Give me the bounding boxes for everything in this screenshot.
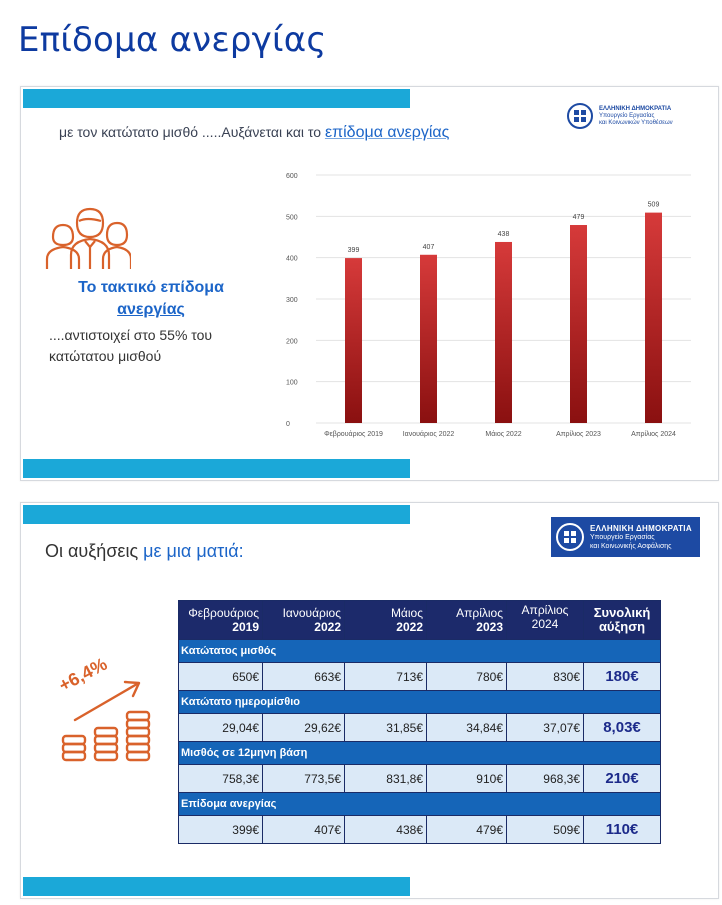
y-tick-label: 600 [286,173,298,180]
ministry-logo: ΕΛΛΗΝΙΚΗ ΔΗΜΟΚΡΑΤΙΑ Υπουργείο Εργασίας κ… [567,103,673,129]
table-cell: 713€ [344,662,427,691]
x-tick-label: Απρίλιος 2023 [556,430,601,438]
table-row: 758,3€ 773,5€ 831,8€ 910€ 968,3€ 210€ [178,764,661,793]
col-header-total: Συνολική αύξηση [583,600,661,640]
table-cell: 407€ [262,815,345,844]
table-cell: 509€ [506,815,584,844]
table-cell: 438€ [344,815,427,844]
col-header: Μάιος 2022 [344,600,427,640]
logo-line-2: Υπουργείο Εργασίας [599,112,655,119]
logo-line-3: και Κοινωνικών Υποθέσεων [599,119,673,126]
section-label: Επίδομα ανεργίας [178,792,661,816]
table-cell: 34,84€ [426,713,507,742]
col-header: Ιανουάριος 2022 [262,600,345,640]
table-cell: 968,3€ [506,764,584,793]
greek-seal-icon [567,103,593,129]
section-label: Κατώτατο ημερομίσθιο [178,690,661,714]
people-group-icon [45,207,131,269]
table-cell: 831,8€ [344,764,427,793]
x-tick-label: Μάιος 2022 [485,430,521,438]
accent-bar-top [23,89,410,108]
section-label: Κατώτατος μισθός [178,639,661,663]
logo-line-2: Υπουργείο Εργασίας [590,533,655,541]
table-cell: 650€ [178,662,263,691]
table-cell: 910€ [426,764,507,793]
table-cell: 830€ [506,662,584,691]
growth-label: +6,4% [57,654,110,696]
x-tick-label: Ιανουάριος 2022 [403,430,455,438]
table-cell-total: 180€ [583,662,661,691]
slide-increases-table: ΕΛΛΗΝΙΚΗ ΔΗΜΟΚΡΑΤΙΑ Υπουργείο Εργασίας κ… [20,502,719,899]
table-row: 650€ 663€ 713€ 780€ 830€ 180€ [178,662,661,691]
accent-bar-top [23,505,410,524]
table-cell: 31,85€ [344,713,427,742]
table-cell: 758,3€ [178,764,263,793]
y-tick-label: 100 [286,380,298,387]
x-tick-label: Απρίλιος 2024 [631,430,676,438]
logo-line-1: ΕΛΛΗΝΙΚΗ ΔΗΜΟΚΡΑΤΙΑ [590,523,692,533]
data-label: 509 [648,202,660,209]
slide-unemployment-chart: ΕΛΛΗΝΙΚΗ ΔΗΜΟΚΡΑΤΙΑ Υπουργείο Εργασίας κ… [20,86,719,481]
table-cell: 773,5€ [262,764,345,793]
bar [495,241,512,423]
headline-prefix: Οι αυξήσεις [45,541,139,561]
coins-growth-icon: +6,4% [57,654,151,762]
data-label: 479 [573,214,585,221]
table-cell: 37,07€ [506,713,584,742]
data-label: 399 [348,247,360,254]
ministry-logo: ΕΛΛΗΝΙΚΗ ΔΗΜΟΚΡΑΤΙΑ Υπουργείο Εργασίας κ… [551,517,700,557]
unemployment-benefit-bar-chart: 0 100 200 300 400 500 600 399 Φεβρουάριος 2019 40… [286,173,691,438]
y-tick-label: 400 [286,256,298,263]
x-tick-label: Φεβρουάριος 2019 [324,430,383,438]
bar [420,254,437,423]
col-header: Απρίλιος 2023 [426,600,507,640]
table-cell-total: 210€ [583,764,661,793]
table-cell: 29,04€ [178,713,263,742]
table-cell: 479€ [426,815,507,844]
table-header-row: Φεβρουάριος 2019 Ιανουάριος 2022 Μάιος 2… [178,600,661,640]
logo-line-3: και Κοινωνικής Ασφάλισης [590,542,672,550]
bar [570,225,587,423]
table-cell: 663€ [262,662,345,691]
headline-highlight: με μια ματιά: [143,541,244,561]
col-header: Απρίλιος 2024 [506,600,584,640]
table-row: 29,04€ 29,62€ 31,85€ 34,84€ 37,07€ 8,03€ [178,713,661,742]
slide1-subtitle: Το τακτικό επίδομα ανεργίας [51,277,251,321]
slide1-note: ....αντιστοιχεί στο 55% του κατώτατου μι… [49,327,213,364]
table-row: 399€ 407€ 438€ 479€ 509€ 110€ [178,815,661,844]
bar [645,212,662,423]
increases-table: Φεβρουάριος 2019 Ιανουάριος 2022 Μάιος 2… [178,600,661,844]
y-tick-label: 500 [286,214,298,221]
table-cell: 399€ [178,815,263,844]
table-cell-total: 8,03€ [583,713,661,742]
bar [345,258,362,423]
subtitle-line-2: ανεργίας [117,301,185,318]
table-cell-total: 110€ [583,815,661,844]
page-title: Επίδομα ανεργίας [18,20,327,60]
slide2-headline: Οι αυξήσεις με μια ματιά: [45,541,244,562]
section-label: Μισθός σε 12μηνη βάση [178,741,661,765]
y-tick-label: 0 [286,421,290,428]
headline-highlight: επίδομα ανεργίας [324,124,450,141]
y-tick-label: 200 [286,338,298,345]
subtitle-line-1: Το τακτικό επίδομα [78,279,224,296]
y-tick-label: 300 [286,297,298,304]
table-cell: 780€ [426,662,507,691]
slide1-headline: με τον κατώτατο μισθό .....Αυξάνεται και… [59,124,449,142]
data-label: 438 [498,231,510,238]
accent-bar-bottom [23,877,410,896]
col-header: Φεβρουάριος 2019 [178,600,263,640]
logo-line-1: ΕΛΛΗΝΙΚΗ ΔΗΜΟΚΡΑΤΙΑ [599,105,672,112]
greek-seal-icon [556,523,584,551]
table-cell: 29,62€ [262,713,345,742]
headline-prefix: με τον κατώτατο μισθό .....Αυξάνεται και… [59,124,322,140]
accent-bar-bottom [23,459,410,478]
data-label: 407 [423,244,435,251]
